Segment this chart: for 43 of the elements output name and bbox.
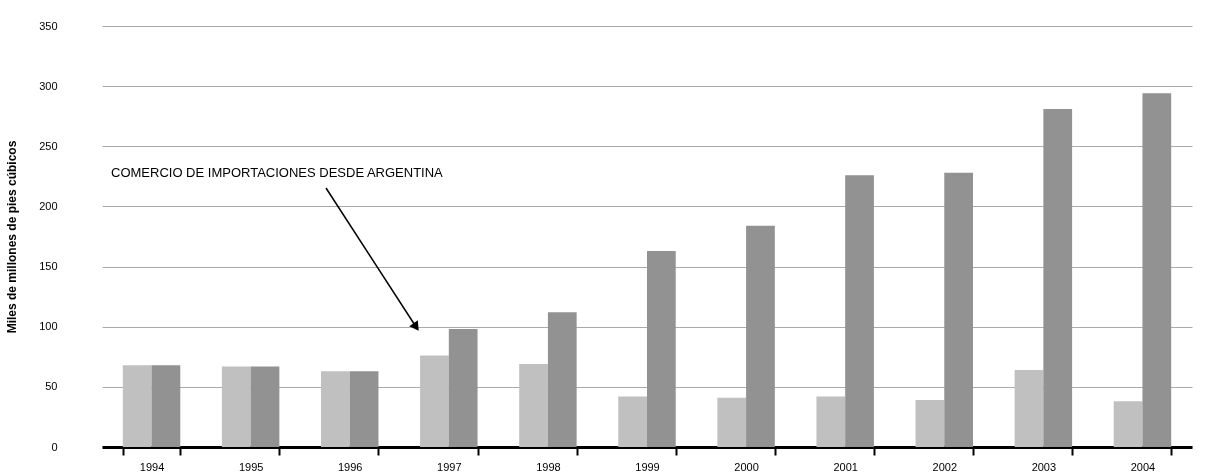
y-tick-label: 150 — [39, 260, 58, 273]
y-tick-label: 250 — [39, 139, 58, 152]
y-tick-label: 350 — [39, 19, 58, 32]
bar — [122, 365, 152, 447]
bar — [519, 364, 548, 447]
bar — [746, 225, 775, 447]
bar — [816, 396, 846, 447]
bar — [547, 312, 577, 447]
x-tick-label: 2004 — [1130, 460, 1156, 472]
y-tick-label: 0 — [51, 440, 58, 453]
bar — [349, 371, 379, 447]
y-tick-label: 300 — [39, 79, 58, 92]
bar — [618, 396, 647, 447]
bar — [420, 355, 449, 447]
bar — [647, 250, 676, 447]
bar — [151, 365, 181, 447]
bar — [448, 329, 478, 447]
bar — [1113, 401, 1143, 447]
bar — [221, 366, 251, 447]
bar — [1043, 109, 1073, 447]
y-tick-label: 100 — [39, 320, 58, 333]
x-tick-label: 1994 — [139, 460, 165, 472]
y-tick-label: 200 — [39, 199, 58, 212]
y-axis-title: Miles de millones de pies cúbicos — [5, 140, 20, 334]
x-tick-label: 1997 — [437, 460, 462, 472]
bar — [944, 172, 974, 447]
x-tick-label: 1995 — [238, 460, 264, 472]
bar — [717, 397, 747, 447]
bar — [1014, 370, 1044, 447]
x-tick-label: 2000 — [734, 460, 759, 472]
x-tick-label: 1999 — [635, 460, 660, 472]
x-tick-label: 2002 — [932, 460, 958, 472]
bar — [915, 400, 945, 447]
bar — [1142, 93, 1172, 447]
bar — [845, 175, 874, 447]
x-tick-label: 1998 — [536, 460, 561, 472]
x-tick-label: 2001 — [833, 460, 858, 472]
x-tick-label: 1996 — [337, 460, 363, 472]
annotation: COMERCIO DE IMPORTACIONES DESDE ARGENTINA — [111, 165, 444, 180]
x-tick-label: 2003 — [1031, 460, 1057, 472]
bar — [320, 371, 350, 447]
bar — [250, 366, 280, 447]
y-tick-label: 50 — [45, 380, 58, 393]
